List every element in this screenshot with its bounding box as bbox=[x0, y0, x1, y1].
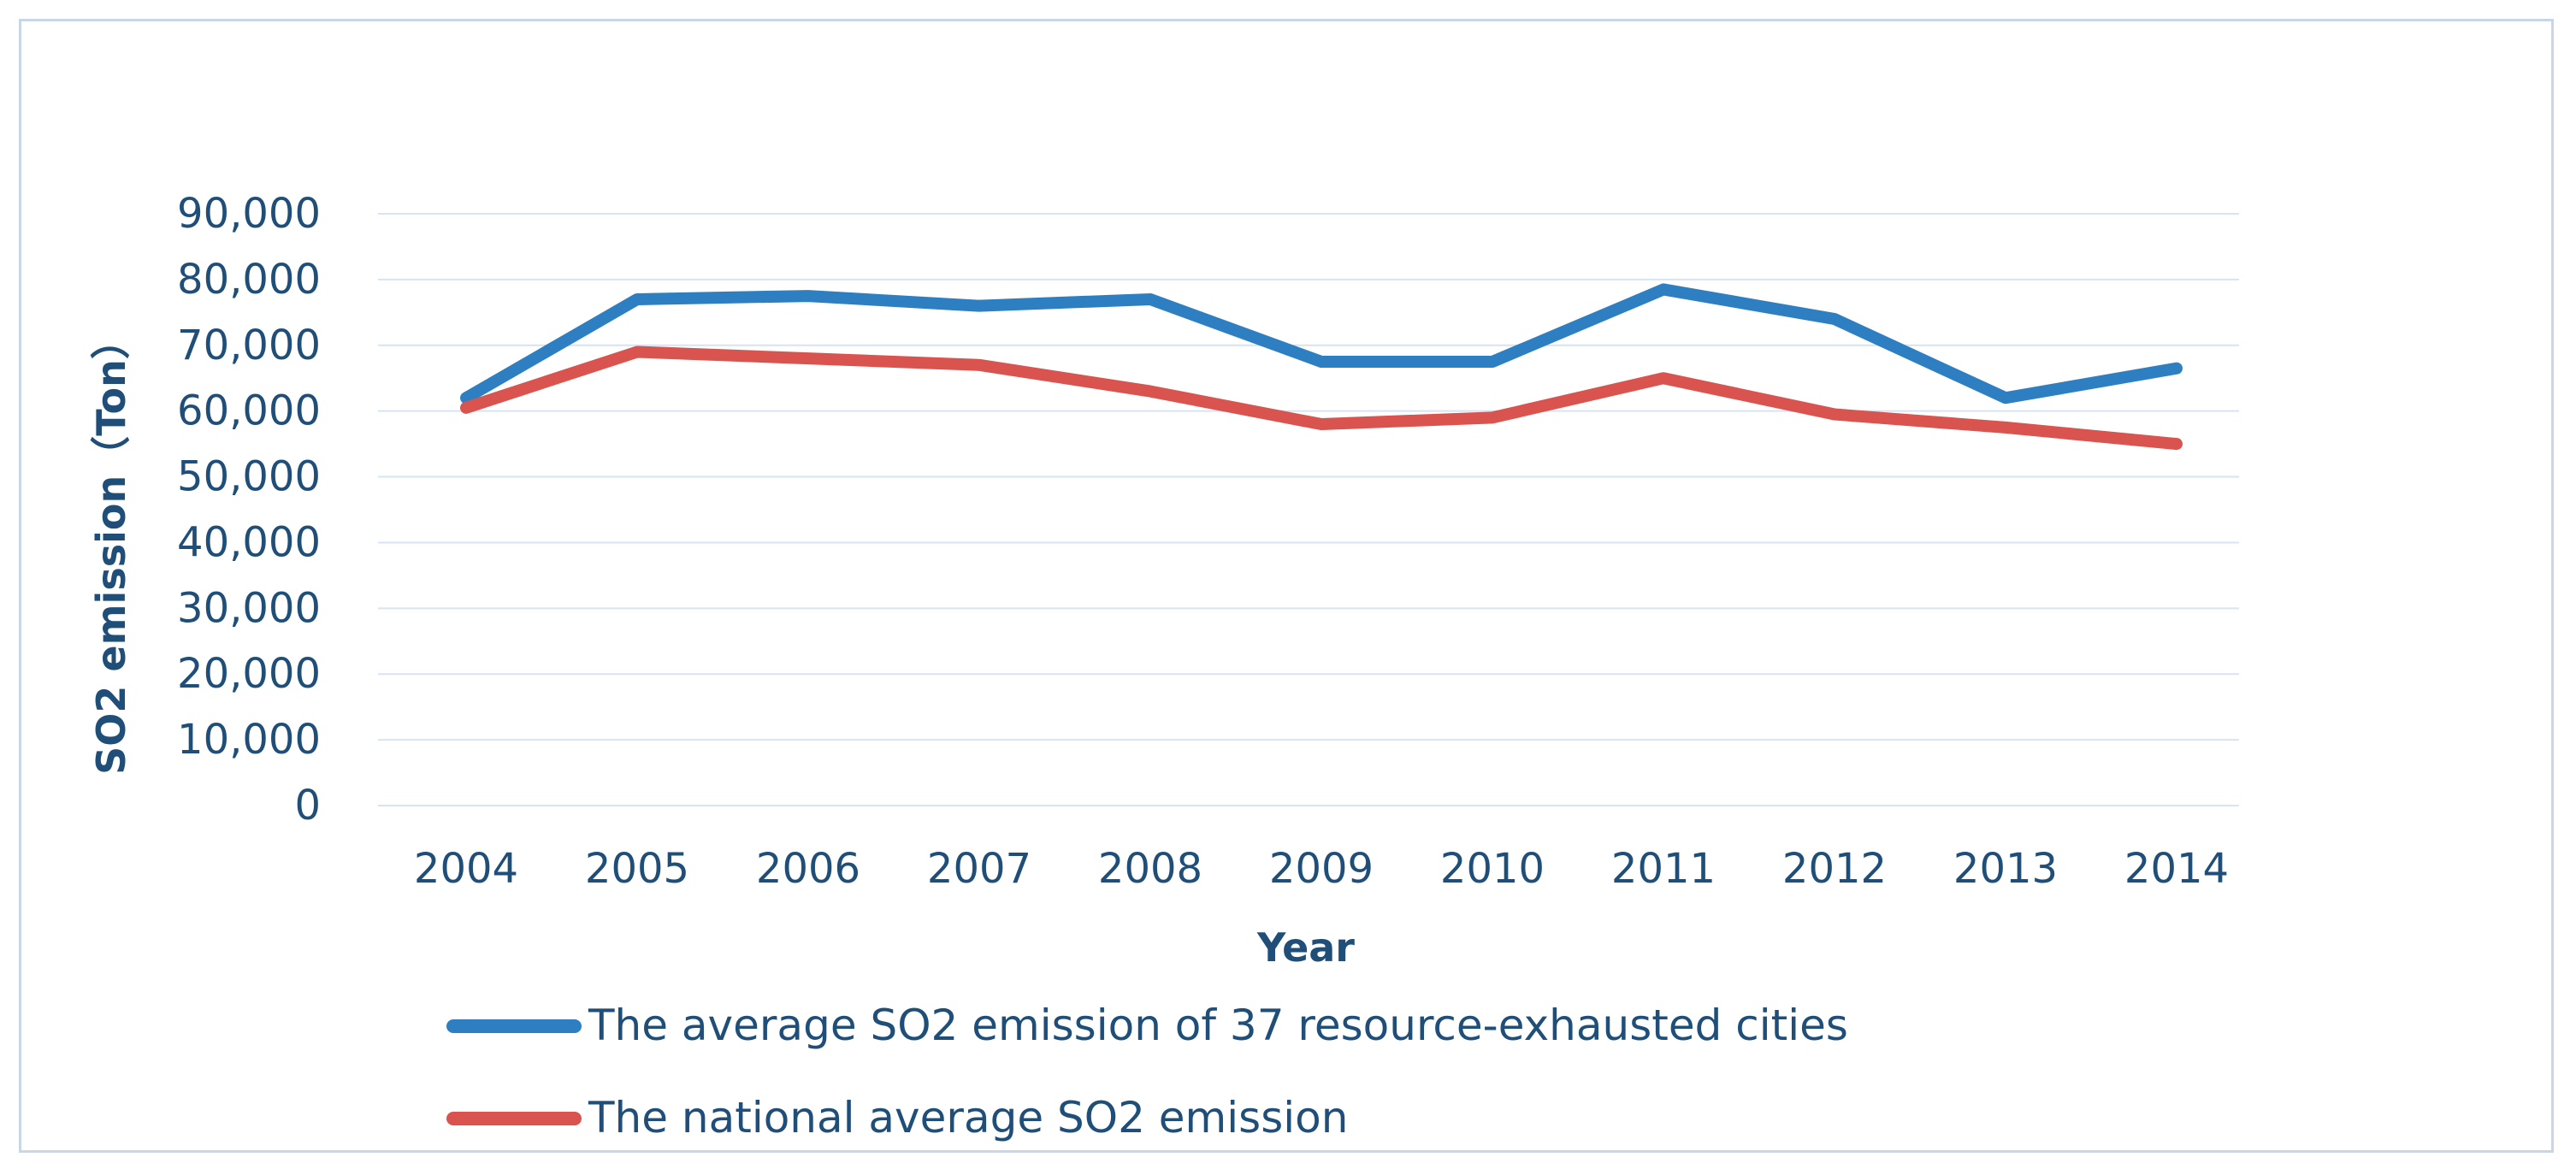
y-tick-label: 10,000 bbox=[177, 716, 321, 764]
y-tick-label: 0 bbox=[294, 782, 321, 830]
y-tick-label: 70,000 bbox=[177, 322, 321, 369]
chart-frame bbox=[19, 19, 2554, 1153]
x-tick-label: 2011 bbox=[1611, 845, 1716, 893]
y-tick-label: 40,000 bbox=[177, 518, 321, 566]
x-tick-label: 2007 bbox=[927, 845, 1031, 893]
x-tick-label: 2004 bbox=[414, 845, 518, 893]
x-tick-label: 2013 bbox=[1953, 845, 2058, 893]
x-tick-label: 2005 bbox=[585, 845, 689, 893]
x-tick-label: 2014 bbox=[2124, 845, 2229, 893]
gridlines bbox=[378, 213, 2239, 806]
y-tick-label: 30,000 bbox=[177, 584, 321, 632]
y-tick-label: 60,000 bbox=[177, 387, 321, 435]
x-tick-label: 2008 bbox=[1098, 845, 1202, 893]
x-tick-label: 2012 bbox=[1782, 845, 1887, 893]
y-tick-label: 80,000 bbox=[177, 256, 321, 304]
y-tick-label: 50,000 bbox=[177, 453, 321, 501]
x-tick-label: 2009 bbox=[1269, 845, 1374, 893]
y-tick-label: 20,000 bbox=[177, 650, 321, 698]
y-axis-ticks: 0 10,000 20,000 30,000 40,000 50,000 60,000 70,… bbox=[177, 190, 321, 830]
y-axis-title: SO2 emission（Ton） bbox=[88, 320, 134, 775]
y-tick-label: 90,000 bbox=[177, 190, 321, 238]
x-axis-title: Year bbox=[1256, 924, 1355, 971]
x-tick-label: 2010 bbox=[1440, 845, 1545, 893]
x-tick-label: 2006 bbox=[756, 845, 860, 893]
legend-label-national: The national average SO2 emission bbox=[588, 1093, 1348, 1143]
legend: The average SO2 emission of 37 resource-… bbox=[446, 1001, 1848, 1143]
series-line-cities bbox=[460, 283, 2183, 404]
series-line-national bbox=[460, 345, 2183, 451]
series-lines bbox=[460, 283, 2183, 451]
x-axis-ticks: 2004 2005 2006 2007 2008 2009 2010 2011 2012 2013… bbox=[414, 845, 2229, 893]
legend-label-cities: The average SO2 emission of 37 resource-… bbox=[588, 1001, 1848, 1050]
